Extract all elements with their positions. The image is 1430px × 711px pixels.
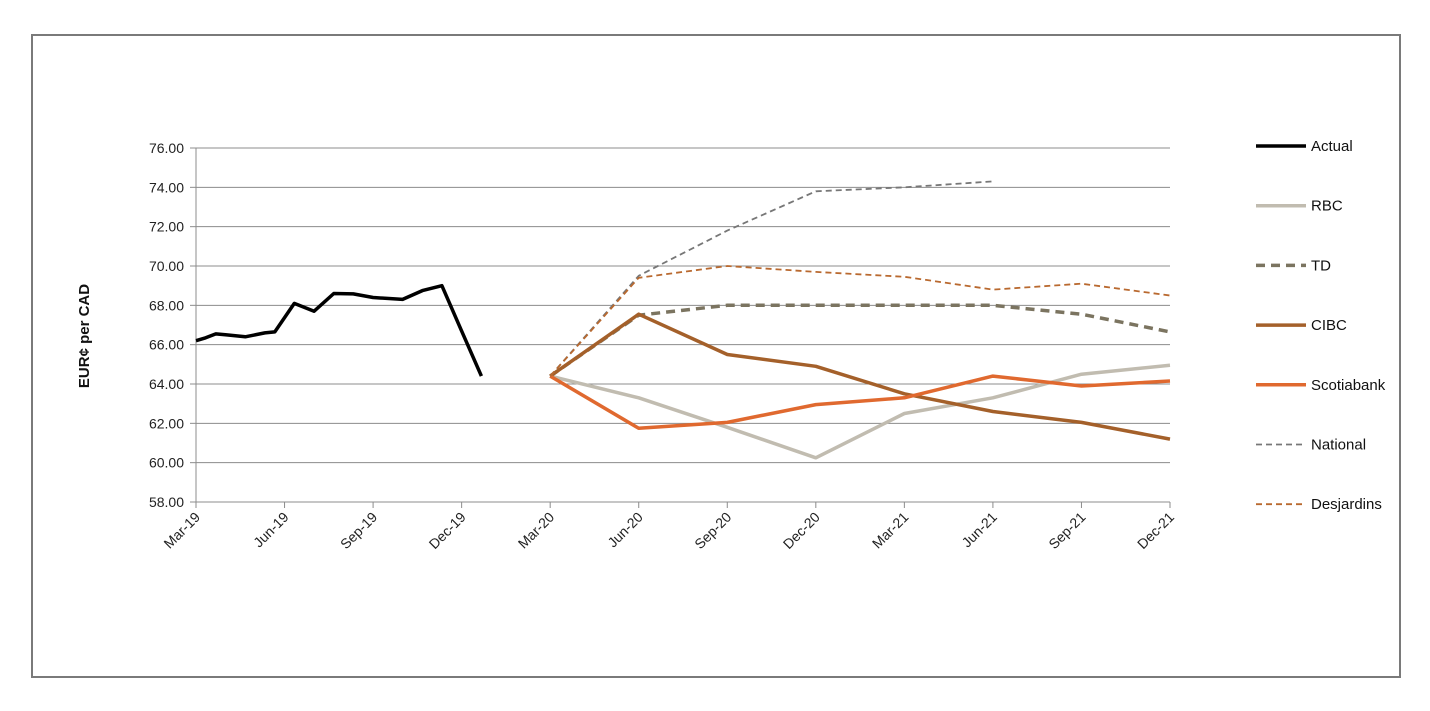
x-axis-ticks: Mar-19 Jun-19 Sep-19 Dec-19 Mar-20 Jun-20 Sep-… (160, 502, 1177, 552)
legend-label-rbc: RBC (1311, 198, 1343, 215)
legend-label-scotiabank: Scotiabank (1311, 377, 1386, 394)
y-tick-label: 70.00 (149, 258, 184, 274)
y-tick-label: 68.00 (149, 297, 184, 313)
x-tick-label: Mar-21 (869, 509, 912, 552)
legend-label-national: National (1311, 437, 1366, 454)
x-tick-label: Sep-19 (337, 509, 380, 552)
series-line-actual (195, 283, 484, 377)
series-line-td (549, 303, 1171, 378)
series-line-rbc (549, 363, 1171, 460)
x-tick-label: Jun-21 (958, 509, 1000, 551)
series-line-cibc (549, 312, 1171, 441)
legend-label-desjardins: Desjardins (1311, 496, 1382, 513)
x-tick-label: Dec-21 (1134, 509, 1177, 552)
y-tick-label: 62.00 (149, 415, 184, 431)
x-tick-label: Mar-20 (515, 509, 558, 552)
y-tick-label: 76.00 (149, 140, 184, 156)
chart-frame (31, 34, 1401, 678)
x-tick-label: Jun-20 (604, 509, 646, 551)
series-line-desjardins (549, 265, 1171, 377)
y-tick-label: 58.00 (149, 494, 184, 510)
axes (195, 148, 1170, 503)
x-tick-label: Sep-20 (691, 509, 734, 552)
legend: Actual RBC TD CIBC Scotiabank National Desjard… (1256, 138, 1386, 513)
y-tick-label: 64.00 (149, 376, 184, 392)
x-tick-label: Mar-19 (160, 509, 203, 552)
y-tick-label: 74.00 (149, 179, 184, 195)
x-tick-label: Dec-20 (780, 509, 823, 552)
legend-label-cibc: CIBC (1311, 317, 1347, 334)
y-tick-label: 72.00 (149, 219, 184, 235)
legend-label-td: TD (1311, 257, 1331, 274)
grid-lines (196, 147, 1170, 503)
y-tick-label: 60.00 (149, 455, 184, 471)
series-line-national (549, 180, 993, 377)
x-tick-label: Sep-21 (1045, 509, 1088, 552)
legend-label-actual: Actual (1311, 138, 1353, 155)
y-axis-label: EUR¢ per CAD (76, 284, 93, 388)
y-axis-ticks: 58.00 60.00 62.00 64.00 66.00 68.00 70.00 72.00… (149, 140, 196, 510)
x-tick-label: Dec-19 (426, 509, 469, 552)
series-lines (195, 180, 1171, 460)
series-line-scotiabank (549, 374, 1171, 431)
x-tick-label: Jun-19 (250, 509, 292, 551)
y-tick-label: 66.00 (149, 337, 184, 353)
